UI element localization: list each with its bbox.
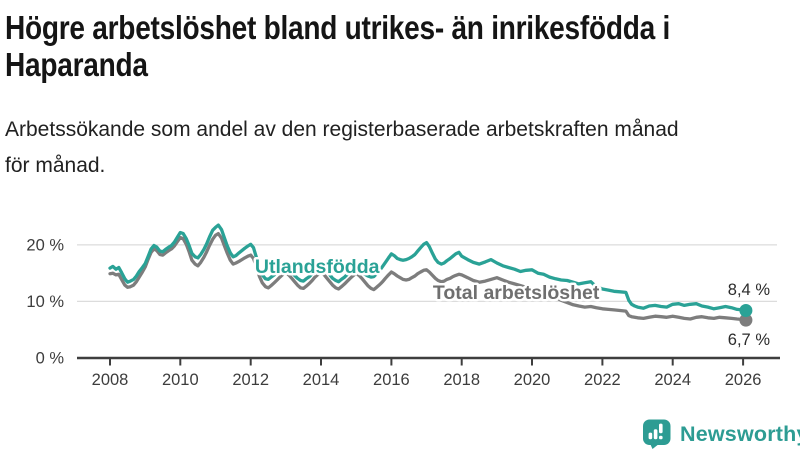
page-title-line-1: Högre arbetslöshet bland utrikes- än inr… [5,9,671,46]
line-chart: 2008 2010 2012 2014 2016 2018 2020 2022 2024 2026… [26,223,780,389]
bar-chart-speech-bubble-icon [643,419,671,449]
series-end-dot-total [739,313,753,327]
x-tick-label-2008: 2008 [92,371,129,389]
x-tick-label-2014: 2014 [303,371,340,389]
y-tick-label-10: 10 % [26,293,64,311]
x-tick-label-2026: 2026 [725,371,762,389]
page-subtitle-line-1: Arbetssökande som andel av den registerb… [5,118,679,141]
page-subtitle-line-2: för månad. [5,154,106,177]
newsworthy-wordmark: Newsworthy [680,421,800,446]
page-title-line-2: Haparanda [5,46,148,83]
series-label-utlandsfodda: Utlandsfödda [255,256,380,278]
x-tick-label-2012: 2012 [232,371,269,389]
series-line-utlandsfodda [108,223,748,313]
end-value-label-total: 6,7 % [728,331,771,349]
x-tick-label-2018: 2018 [443,371,480,389]
page-subtitle: Arbetssökande som andel av den registerb… [5,112,679,184]
x-tick-label-2024: 2024 [654,371,691,389]
x-tick-label-2016: 2016 [373,371,410,389]
x-tick-label-2010: 2010 [162,371,199,389]
series-end-dot-utlandsfodda [739,304,753,317]
series-label-total: Total arbetslöshet [433,282,600,304]
series-line-total [108,231,748,322]
newsworthy-logo: Newsworthy [642,419,800,449]
page-title: Högre arbetslöshet bland utrikes- än inr… [5,9,670,83]
y-tick-label-0: 0 % [36,350,65,368]
end-value-label-utlandsfodda: 8,4 % [728,281,771,299]
y-tick-label-20: 20 % [26,236,64,254]
x-tick-label-2022: 2022 [584,371,621,389]
x-tick-label-2020: 2020 [514,371,551,389]
